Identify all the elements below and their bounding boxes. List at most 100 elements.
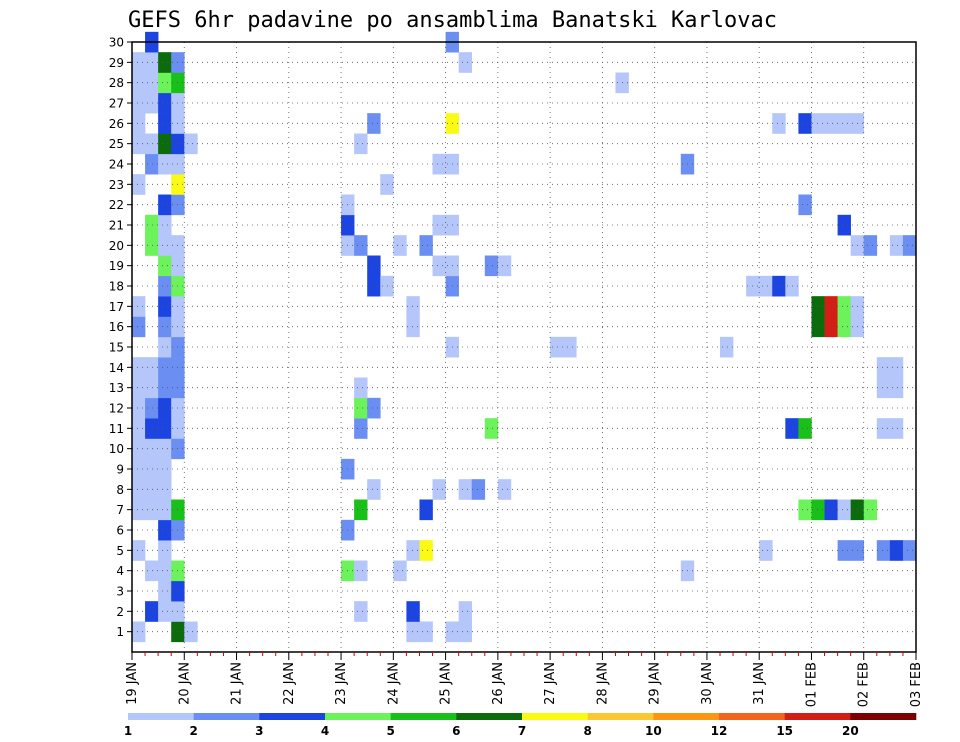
- y-tick-label: 6: [116, 524, 124, 538]
- y-tick-label: 15: [109, 341, 124, 355]
- y-tick-label: 28: [109, 76, 124, 90]
- x-tick-label: 26 JAN: [491, 662, 506, 705]
- x-tick-label: 31 JAN: [752, 662, 767, 705]
- precip-cell: [158, 377, 172, 399]
- precip-cell: [145, 377, 159, 399]
- precip-cell: [145, 52, 159, 73]
- precip-cell: [798, 194, 812, 216]
- precip-cell: [393, 235, 407, 256]
- precip-cell: [158, 438, 172, 460]
- precip-cell: [132, 52, 146, 73]
- precip-cell: [406, 316, 420, 338]
- precip-cell: [132, 133, 146, 155]
- precip-cell: [367, 397, 381, 419]
- precip-cell: [132, 418, 146, 439]
- precip-cell: [158, 458, 172, 480]
- precip-cell: [158, 560, 172, 582]
- precip-cell: [811, 499, 825, 521]
- y-tick-label: 17: [109, 300, 124, 314]
- precip-cell: [798, 499, 812, 521]
- precip-cell: [354, 235, 368, 256]
- precip-cell: [145, 499, 159, 521]
- precip-cell: [367, 113, 381, 134]
- precip-cell: [158, 235, 172, 256]
- x-axis-date-ticks: 19 JAN 20 JAN 21 JAN 22 JAN 23 JAN 24 JAN 25 J…: [125, 652, 924, 707]
- precip-cell: [837, 296, 851, 317]
- precip-cell: [902, 540, 917, 561]
- precip-cell: [824, 113, 838, 134]
- precip-cell: [132, 397, 146, 419]
- y-tick-label: 21: [109, 219, 124, 233]
- precip-cell: [876, 418, 891, 439]
- y-tick-label: 4: [116, 564, 124, 578]
- precip-cell: [419, 540, 433, 561]
- color-legend: 1 2 3 4 5 6 7 8 10 12 15 20: [124, 713, 917, 738]
- precipitation-cells: [132, 31, 917, 643]
- legend-label: 8: [583, 724, 591, 738]
- y-tick-label: 2: [116, 605, 124, 619]
- precip-cell: [432, 214, 446, 236]
- precip-cell: [145, 560, 159, 582]
- x-tick-label: 22 JAN: [282, 662, 297, 705]
- legend-swatch: [128, 713, 194, 720]
- precip-cell: [393, 560, 407, 582]
- legend-label: 6: [452, 724, 460, 738]
- y-tick-label: 16: [109, 320, 124, 334]
- legend-swatch: [390, 713, 457, 720]
- legend-swatch: [522, 713, 588, 720]
- precip-cell: [889, 540, 904, 561]
- precip-cell: [145, 235, 159, 256]
- precip-cell: [497, 255, 512, 277]
- precip-cell: [158, 296, 172, 317]
- y-tick-label: 10: [109, 442, 124, 456]
- precip-cell: [837, 499, 851, 521]
- precip-cell: [158, 519, 172, 541]
- y-tick-label: 19: [109, 259, 124, 273]
- precip-cell: [889, 418, 904, 439]
- precip-cell: [837, 316, 851, 338]
- y-tick-label: 1: [116, 625, 124, 639]
- precip-cell: [132, 621, 146, 643]
- y-tick-label: 30: [109, 36, 124, 50]
- precip-cell: [876, 357, 891, 378]
- precip-cell: [132, 113, 146, 134]
- precip-cell: [419, 235, 433, 256]
- x-tick-label: 02 FEB: [857, 662, 872, 707]
- y-tick-label: 13: [109, 381, 124, 395]
- precip-cell: [458, 621, 473, 643]
- precip-cell: [432, 255, 446, 277]
- y-tick-label: 5: [116, 544, 124, 558]
- y-tick-label: 29: [109, 56, 124, 70]
- precip-cell: [432, 479, 446, 500]
- precip-cell: [837, 214, 851, 236]
- legend-swatch: [259, 713, 326, 720]
- legend-swatch: [587, 713, 654, 720]
- x-tick-label: 24 JAN: [386, 662, 401, 705]
- precip-cell: [367, 479, 381, 500]
- x-tick-label: 25 JAN: [439, 662, 454, 705]
- precip-cell: [132, 438, 146, 460]
- legend-label: 10: [645, 724, 662, 738]
- precip-cell: [158, 52, 172, 73]
- precip-cell: [902, 235, 917, 256]
- precip-cell: [145, 601, 159, 622]
- precip-cell: [772, 113, 786, 134]
- precip-cell: [145, 133, 159, 155]
- precip-cell: [419, 499, 433, 521]
- precip-cell: [354, 560, 368, 582]
- precip-cell: [367, 255, 381, 277]
- x-tick-label: 30 JAN: [700, 662, 715, 705]
- precip-cell: [471, 479, 486, 500]
- precip-cell: [811, 316, 825, 338]
- y-tick-label: 9: [116, 463, 124, 477]
- legend-swatch: [719, 713, 785, 720]
- precip-cell: [158, 479, 172, 500]
- precip-cell: [158, 275, 172, 297]
- precip-cell: [145, 458, 159, 480]
- legend-label: 1: [124, 724, 132, 738]
- precip-cell: [354, 377, 368, 399]
- x-tick-label: 01 FEB: [804, 662, 819, 707]
- precip-cell: [837, 113, 851, 134]
- precip-cell: [380, 174, 394, 195]
- y-tick-label: 27: [109, 97, 124, 111]
